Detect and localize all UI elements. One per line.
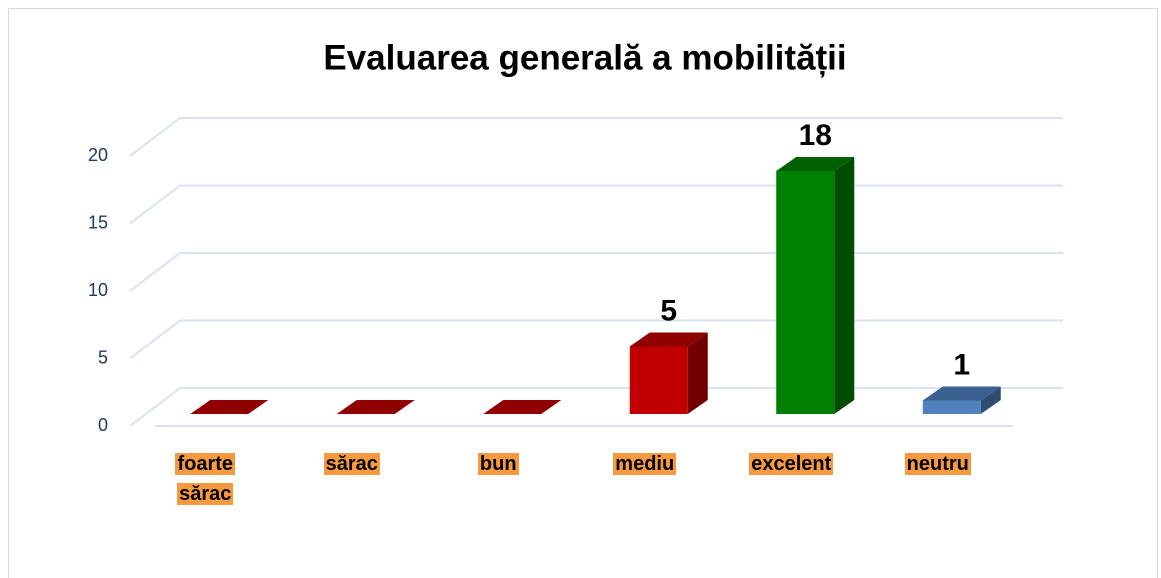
chart-border xyxy=(8,8,1158,578)
chart-title: Evaluarea generală a mobilității xyxy=(323,38,846,77)
grid-line xyxy=(129,319,181,360)
bar-top xyxy=(629,332,708,347)
x-tick-label: foarte sărac xyxy=(160,449,250,509)
bar-side xyxy=(980,386,1001,414)
bar xyxy=(776,171,835,414)
data-label: 18 xyxy=(799,119,832,152)
x-tick-label: mediu xyxy=(580,449,710,479)
x-tick-label: neutru xyxy=(873,449,1003,479)
x-tick-label: excelent xyxy=(726,449,856,479)
x-tick-text: foarte sărac xyxy=(175,453,236,505)
bar-top xyxy=(190,400,269,414)
x-tick-label: bun xyxy=(433,449,563,479)
y-tick-label: 15 xyxy=(88,212,108,232)
x-tick-text: neutru xyxy=(904,453,971,475)
bar-top xyxy=(336,400,415,414)
y-tick-label: 0 xyxy=(98,415,108,435)
x-tick-text: mediu xyxy=(613,453,677,475)
data-label: 1 xyxy=(953,348,970,381)
grid-line xyxy=(129,252,181,292)
grid-line xyxy=(129,117,181,157)
y-tick-label: 10 xyxy=(88,280,108,300)
bar xyxy=(629,346,688,414)
bar-side xyxy=(687,332,708,414)
grid-line xyxy=(129,184,181,225)
y-tick-label: 5 xyxy=(98,347,108,367)
grid-line xyxy=(129,387,181,427)
y-tick-label: 20 xyxy=(88,145,108,165)
x-tick-text: bun xyxy=(477,453,519,475)
bar-top xyxy=(776,157,855,171)
x-tick-text: sărac xyxy=(323,453,380,475)
x-tick-text: excelent xyxy=(749,453,834,475)
x-tick-label: sărac xyxy=(287,449,417,479)
bar xyxy=(922,400,981,414)
bar-top xyxy=(922,386,1001,401)
data-label: 5 xyxy=(660,294,677,327)
bar-side xyxy=(834,157,855,414)
bar-top xyxy=(483,400,562,414)
